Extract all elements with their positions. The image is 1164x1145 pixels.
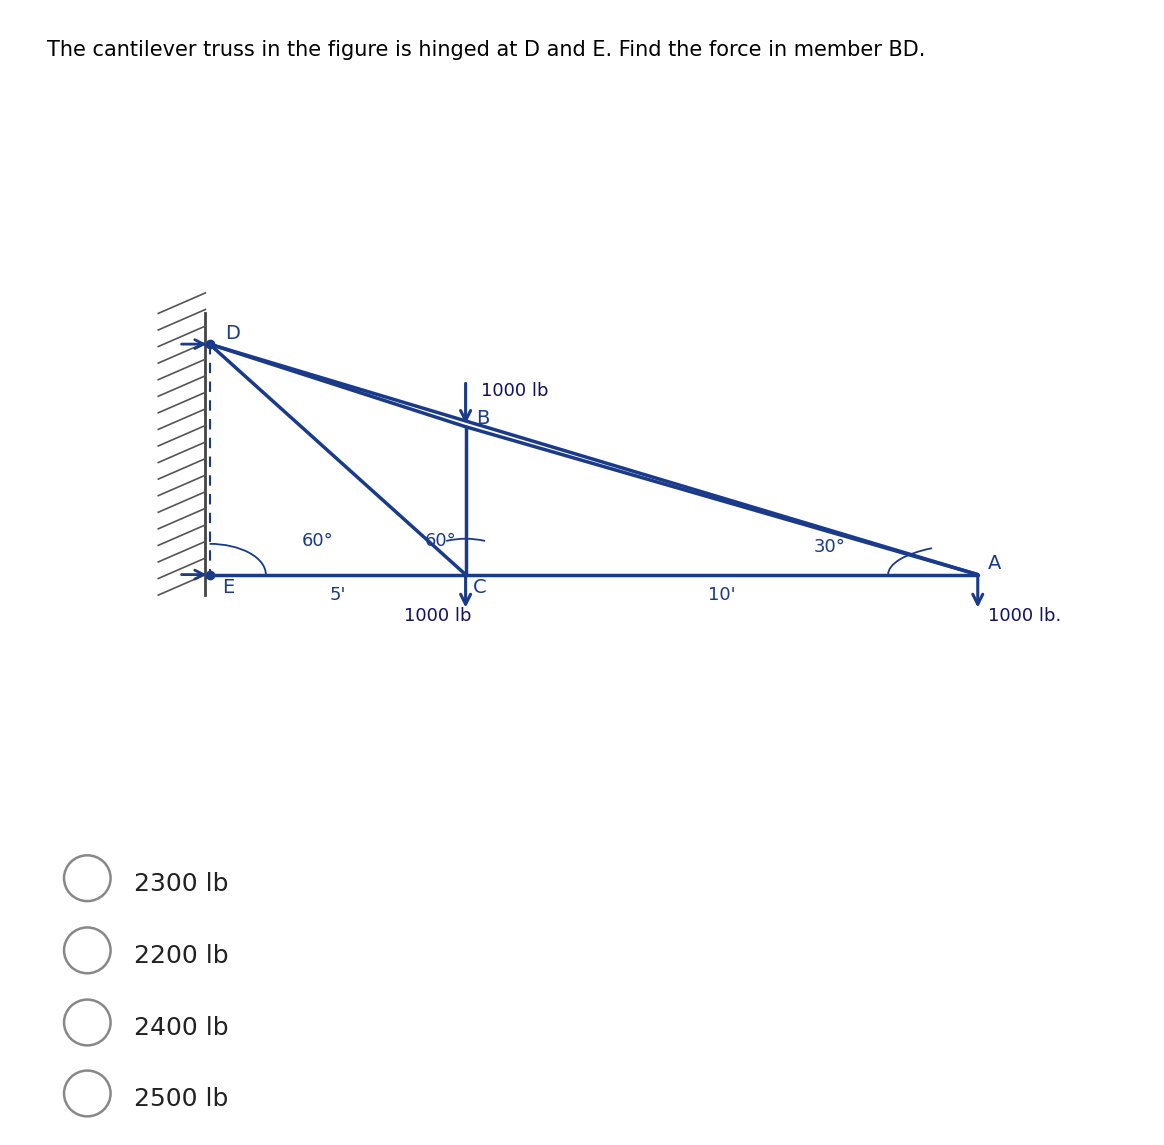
Text: 1000 lb: 1000 lb [404,607,471,625]
Text: 1000 lb: 1000 lb [481,382,548,400]
Text: 2200 lb: 2200 lb [134,945,228,968]
Text: 10': 10' [708,586,736,605]
Text: The cantilever truss in the figure is hinged at D and E. Find the force in membe: The cantilever truss in the figure is hi… [47,40,925,60]
Text: D: D [225,324,240,344]
Text: 2300 lb: 2300 lb [134,872,228,895]
Text: 60°: 60° [425,532,456,551]
Text: 2500 lb: 2500 lb [134,1088,228,1111]
Text: 60°: 60° [301,532,333,551]
Text: 1000 lb.: 1000 lb. [988,607,1062,625]
Text: B: B [476,409,489,428]
Text: 30°: 30° [814,537,846,555]
Text: 5': 5' [329,586,346,605]
Text: E: E [222,577,235,597]
Text: 2400 lb: 2400 lb [134,1017,228,1040]
Text: A: A [988,554,1001,574]
Text: C: C [474,577,487,597]
